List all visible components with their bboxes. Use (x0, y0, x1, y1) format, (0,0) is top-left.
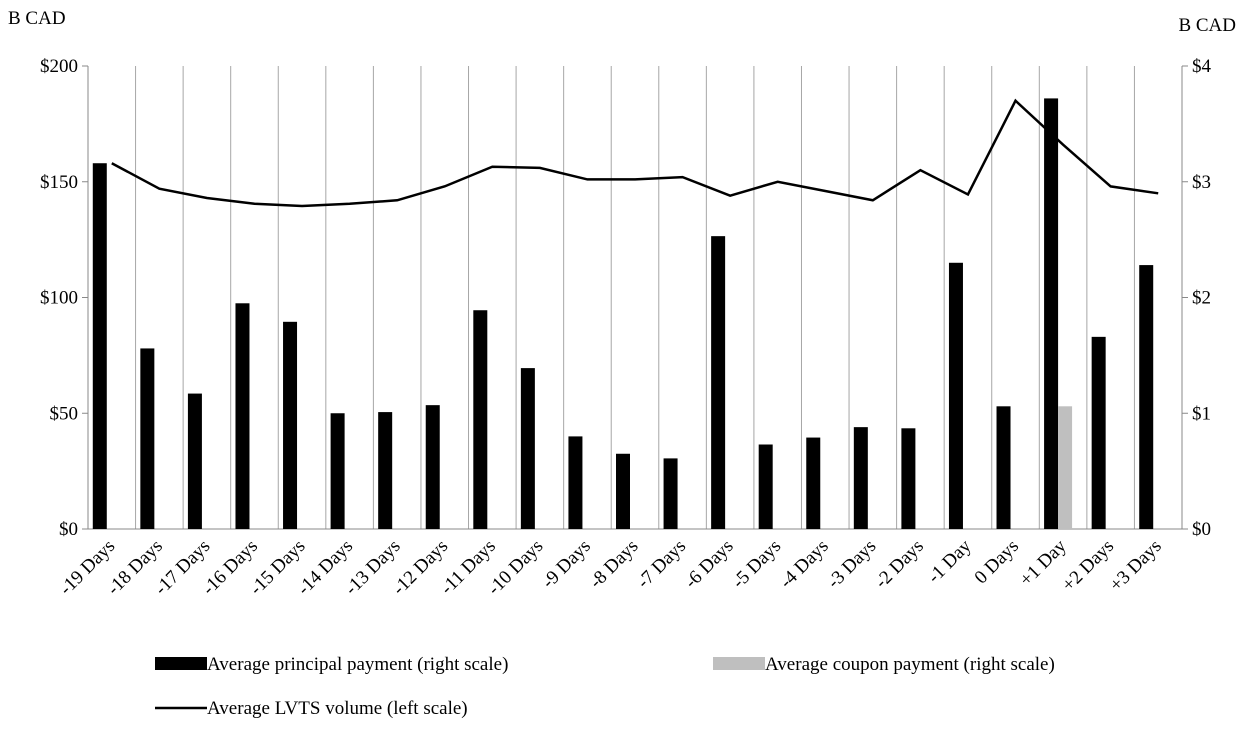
x-tick-label: -7 Days (633, 536, 690, 593)
bar (663, 458, 678, 529)
x-tick-label: -1 Day (924, 535, 976, 587)
y2-tick-label: $4 (1192, 56, 1212, 77)
bar (1139, 265, 1154, 529)
bar (996, 406, 1011, 529)
bar (616, 453, 630, 529)
line (111, 98, 1159, 208)
y2-tick-label: $2 (1192, 288, 1211, 309)
bar (901, 428, 916, 529)
bar (806, 437, 821, 529)
bar (520, 368, 535, 529)
x-tick-label: -5 Days (728, 536, 785, 593)
bar (92, 163, 107, 530)
y-tick-label: $100 (40, 288, 78, 309)
bar (1091, 336, 1106, 529)
y2-tick-label: $1 (1192, 403, 1211, 424)
legend-label: Average coupon payment (right scale) (765, 654, 1055, 675)
y2-tick-label: $3 (1192, 172, 1211, 193)
y-unit-label: B CAD (8, 8, 66, 29)
y-tick-label: $150 (40, 172, 78, 193)
y2-tick-label: $0 (1192, 519, 1211, 540)
x-tick-label: +3 Days (1106, 536, 1166, 596)
legend-label: Average LVTS volume (left scale) (207, 698, 468, 719)
legend-label: Average principal payment (right scale) (207, 654, 508, 675)
bar (853, 427, 868, 529)
legend-swatch (155, 657, 207, 670)
legend-swatch (713, 657, 765, 670)
bar (140, 348, 155, 529)
x-tick-label: -3 Days (823, 536, 880, 593)
x-tick-label: -9 Days (538, 536, 595, 593)
bar (378, 412, 393, 529)
x-tick-label: -2 Days (871, 536, 928, 593)
y2-unit-label: B CAD (1178, 15, 1236, 36)
bar (425, 405, 440, 529)
bar (330, 413, 345, 529)
y-tick-label: $0 (59, 519, 78, 540)
bar (473, 310, 488, 529)
x-tick-label: -8 Days (586, 536, 643, 593)
x-tick-label: +2 Days (1058, 536, 1118, 596)
x-tick-label: 0 Days (971, 536, 1024, 589)
bar (948, 262, 963, 529)
bar (568, 436, 583, 529)
bar (1044, 98, 1059, 529)
y-tick-label: $50 (50, 403, 79, 424)
x-tick-label: -6 Days (681, 536, 738, 593)
x-tick-label: -4 Days (776, 536, 833, 593)
bar (283, 321, 298, 529)
bar (758, 444, 773, 529)
bar (235, 303, 250, 529)
y-tick-label: $200 (40, 56, 78, 77)
bar (187, 393, 202, 529)
bar (711, 236, 726, 529)
bar (1058, 406, 1073, 529)
